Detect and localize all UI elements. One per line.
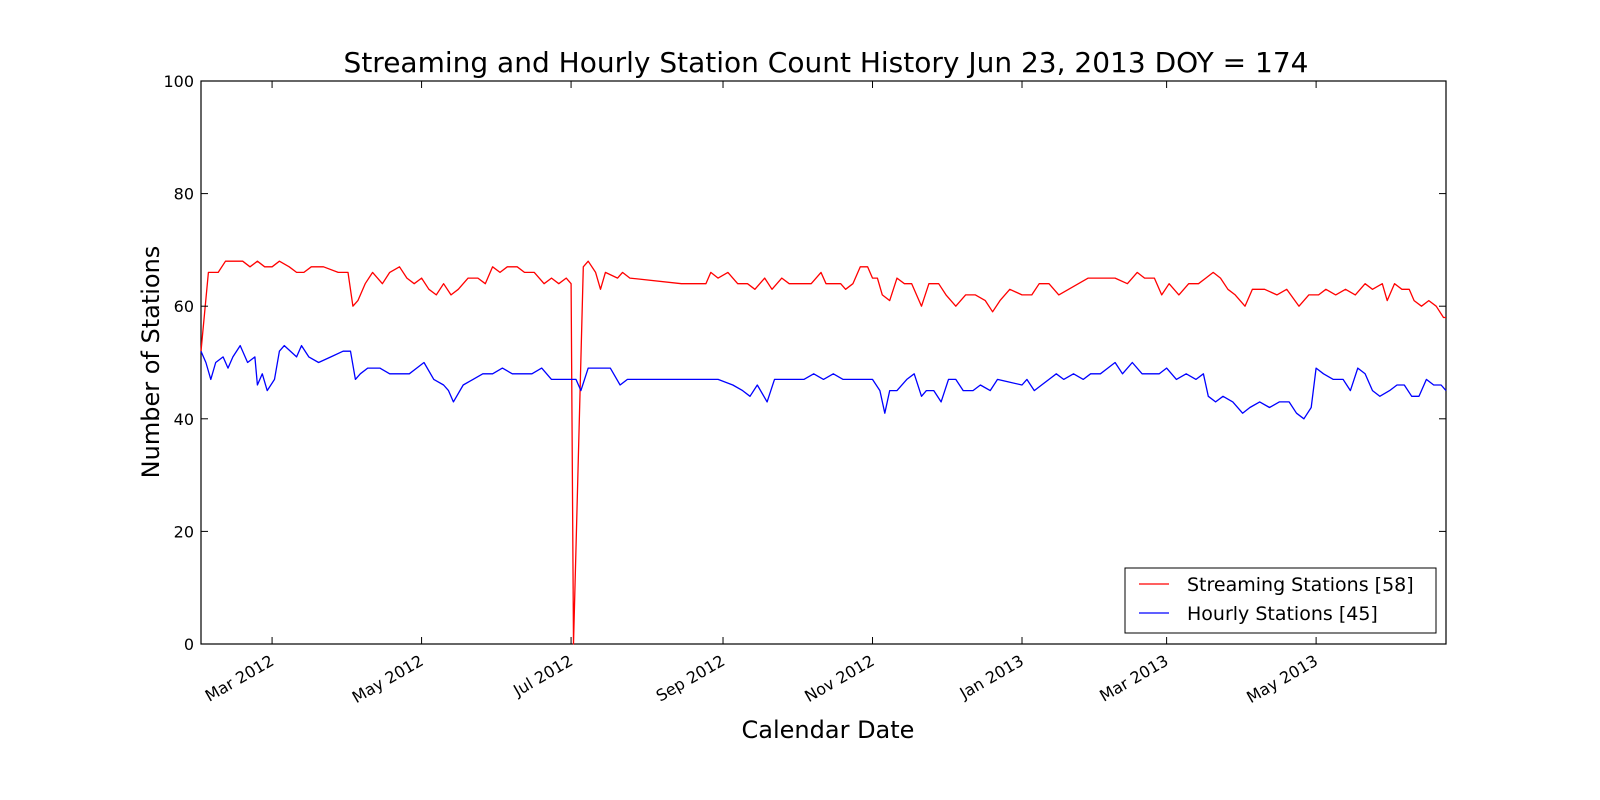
- y-tick-label: 40: [174, 410, 194, 429]
- legend: Streaming Stations [58] Hourly Stations […: [1124, 567, 1437, 634]
- series-layer: [200, 260, 1447, 645]
- y-tick-label: 100: [163, 72, 194, 91]
- y-tick-label: 0: [184, 635, 194, 654]
- legend-frame: [1124, 567, 1437, 634]
- x-tick-label: May 2013: [1243, 651, 1321, 707]
- y-tick-label: 60: [174, 297, 194, 316]
- x-tick-label: Jan 2013: [956, 651, 1027, 703]
- y-tick-label: 80: [174, 185, 194, 204]
- x-axis-label: Calendar Date: [742, 716, 915, 744]
- chart-title: Streaming and Hourly Station Count Histo…: [344, 46, 1309, 79]
- plot-frame: [200, 80, 1447, 645]
- x-tick-label: Mar 2013: [1096, 651, 1171, 705]
- x-tick-label: Jul 2012: [509, 651, 576, 701]
- legend-label-2: Hourly Stations [45]: [1187, 603, 1378, 625]
- y-axis-label: Number of Stations: [137, 246, 165, 479]
- y-tick-label: 20: [174, 522, 194, 541]
- legend-label-1: Streaming Stations [58]: [1187, 574, 1414, 596]
- x-tick-label: Nov 2012: [801, 651, 877, 706]
- x-tick-label: May 2012: [349, 651, 427, 707]
- x-tick-label: Mar 2012: [202, 651, 277, 705]
- plot-area: 0 20 40 60 80 100 Mar 2012 May 2012 Jul 2012 Sep …: [163, 72, 1447, 707]
- series-line-1: [200, 260, 1446, 645]
- x-tick-label: Sep 2012: [653, 651, 728, 705]
- series-line-2: [200, 344, 1447, 420]
